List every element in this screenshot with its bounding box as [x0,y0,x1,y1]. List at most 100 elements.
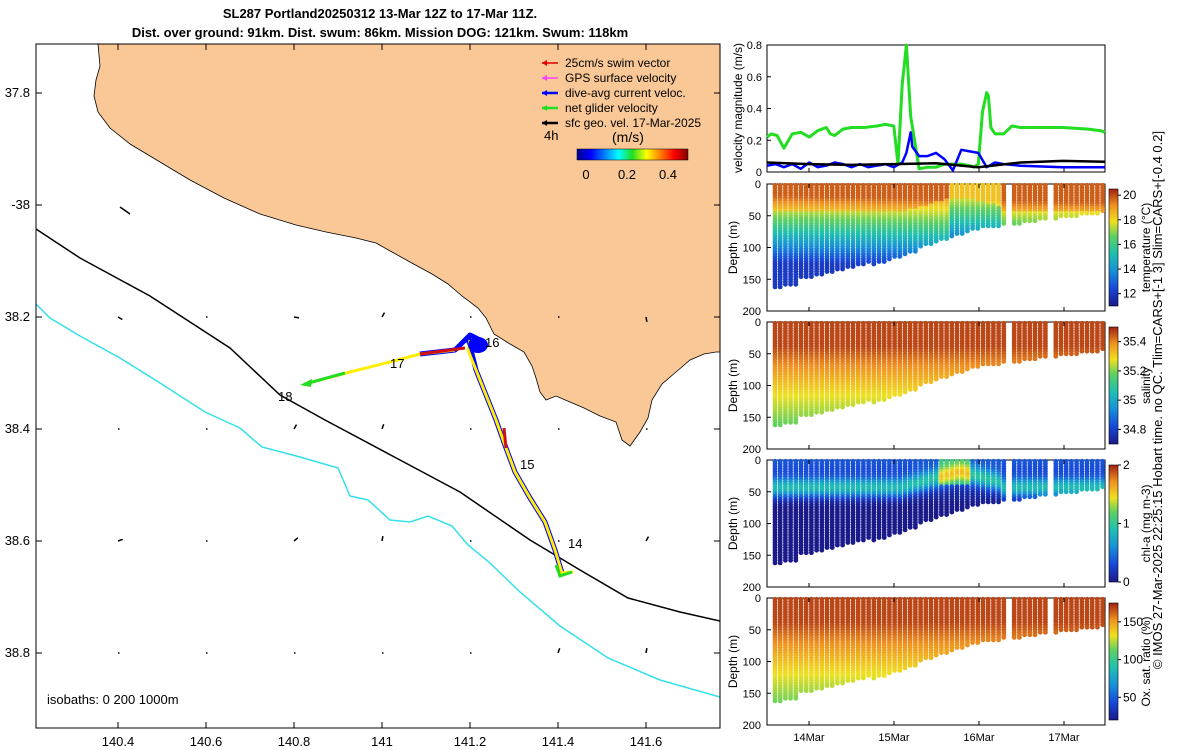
section-dot [881,535,887,540]
section-dot [1089,210,1095,216]
section-dot [985,361,991,367]
section-dot [970,502,975,507]
section-dot [928,379,934,385]
section-dot [965,366,970,372]
isobath-200m [36,228,720,622]
section-dot [1032,356,1038,362]
velocity-ytick-label: 0.2 [747,135,762,147]
lat-tick-label: 38.8 [5,645,30,660]
section-dot [803,274,809,280]
section-dot [829,269,835,274]
section-dot [1001,221,1007,226]
section-dot [793,557,799,563]
section-dot [793,419,799,425]
section-ytick-label: 0 [755,455,761,467]
section-ytick-label: 0 [755,179,761,191]
lon-tick-label: 141.4 [542,734,575,749]
geo-vector [645,647,648,654]
colorbar-tick-label: 34.8 [1123,422,1147,436]
section-dot [1053,491,1059,497]
section-dot [970,364,975,369]
section-dot [892,530,897,535]
section-dot [980,499,986,505]
section-dot [871,261,877,267]
section-dot [850,402,856,407]
section-dot [840,542,845,548]
section-dot [1079,486,1085,492]
section-dot [887,394,892,400]
section-dot [1017,221,1022,226]
geo-vector [381,312,386,318]
section-ytick-label: 0 [755,317,761,329]
section-dot [913,386,918,392]
glider-end-arrow [300,379,312,387]
section-dot [928,241,934,247]
glider-current-blob [468,337,488,353]
section-dot [798,550,804,556]
figure-title-line1: SL287 Portland20250312 13-Mar 12Z to 17-… [222,6,538,21]
velocity-ytick-label: 0.8 [747,40,762,52]
legend-scale-tick-1: 0.2 [618,167,636,182]
section-dot [918,381,923,387]
section-dot [871,399,877,405]
legend-item-label: 25cm/s swim vector [565,56,670,70]
section-dot [1001,497,1007,502]
section-dot [949,371,955,377]
section-dot [954,507,960,512]
section-dot [803,550,809,556]
section-dot [991,499,996,505]
section-dot [959,507,965,512]
section-ytick-label: 100 [743,519,761,531]
section-dot [928,517,934,523]
legend-swatch-arrow [542,60,547,66]
geo-vector [117,316,123,321]
day-label-18: 18 [278,389,292,404]
section-dot [902,389,908,395]
colorbar-tick-label: 1 [1123,517,1130,531]
day-label-14: 14 [568,536,582,551]
section-dot [923,379,929,385]
section-dot [1100,208,1105,214]
section-dot [1063,351,1069,357]
section-dot [809,412,814,418]
colorbar-tick-label: 2 [1123,458,1130,472]
section-dot [975,226,981,231]
section-dot [980,361,986,367]
section-dot [788,695,793,701]
section-dot [1100,484,1105,490]
section-dot [1069,489,1074,495]
section-dot [845,540,851,545]
section-dot [949,509,955,515]
section-dot [783,419,788,425]
lon-tick-label: 140.8 [278,734,311,749]
section-ytick-label: 150 [743,550,761,562]
section-dot [1053,353,1059,359]
section-ytick-label: 150 [743,274,761,286]
section-dot [824,269,830,274]
colorbar-tick-label: 0 [1123,575,1130,589]
section-dot [1053,215,1059,221]
section-colorbar [1108,188,1119,307]
glider-track-map[interactable]: 140.4 140.6 140.8 141 141.2 141.4 141.637.8-38… [0,0,740,750]
section-dot [933,238,939,244]
section-dot [923,241,929,247]
section-dot [861,261,866,267]
section-dot [939,374,944,379]
section-dot [777,698,783,704]
section-dot [783,695,788,701]
isobaths-label: isobaths: 0 200 1000m [47,692,179,707]
time-series-panels[interactable]: 00.20.40.60.8 velocity magnitude (m/s) 0… [720,0,1160,750]
section-dot [1027,356,1033,362]
section-ytick-label: 100 [743,243,761,255]
section-dot [1074,489,1079,495]
section-dot [876,535,882,540]
geo-vector [645,536,650,542]
section-dot [902,527,908,533]
section-dot [991,223,996,229]
section-dot [892,254,897,259]
geo-vector [557,648,561,654]
section-dot [850,264,856,269]
section-dot [1001,359,1007,364]
